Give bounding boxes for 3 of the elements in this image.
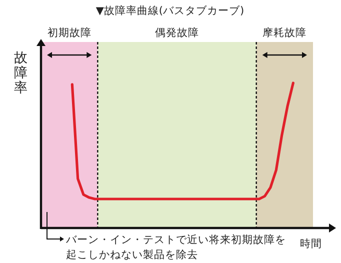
title: ▼故障率曲線(バスタブカーブ)	[96, 5, 244, 17]
xlabel: 時間	[300, 238, 322, 250]
ylabel: 故障率	[14, 50, 28, 96]
